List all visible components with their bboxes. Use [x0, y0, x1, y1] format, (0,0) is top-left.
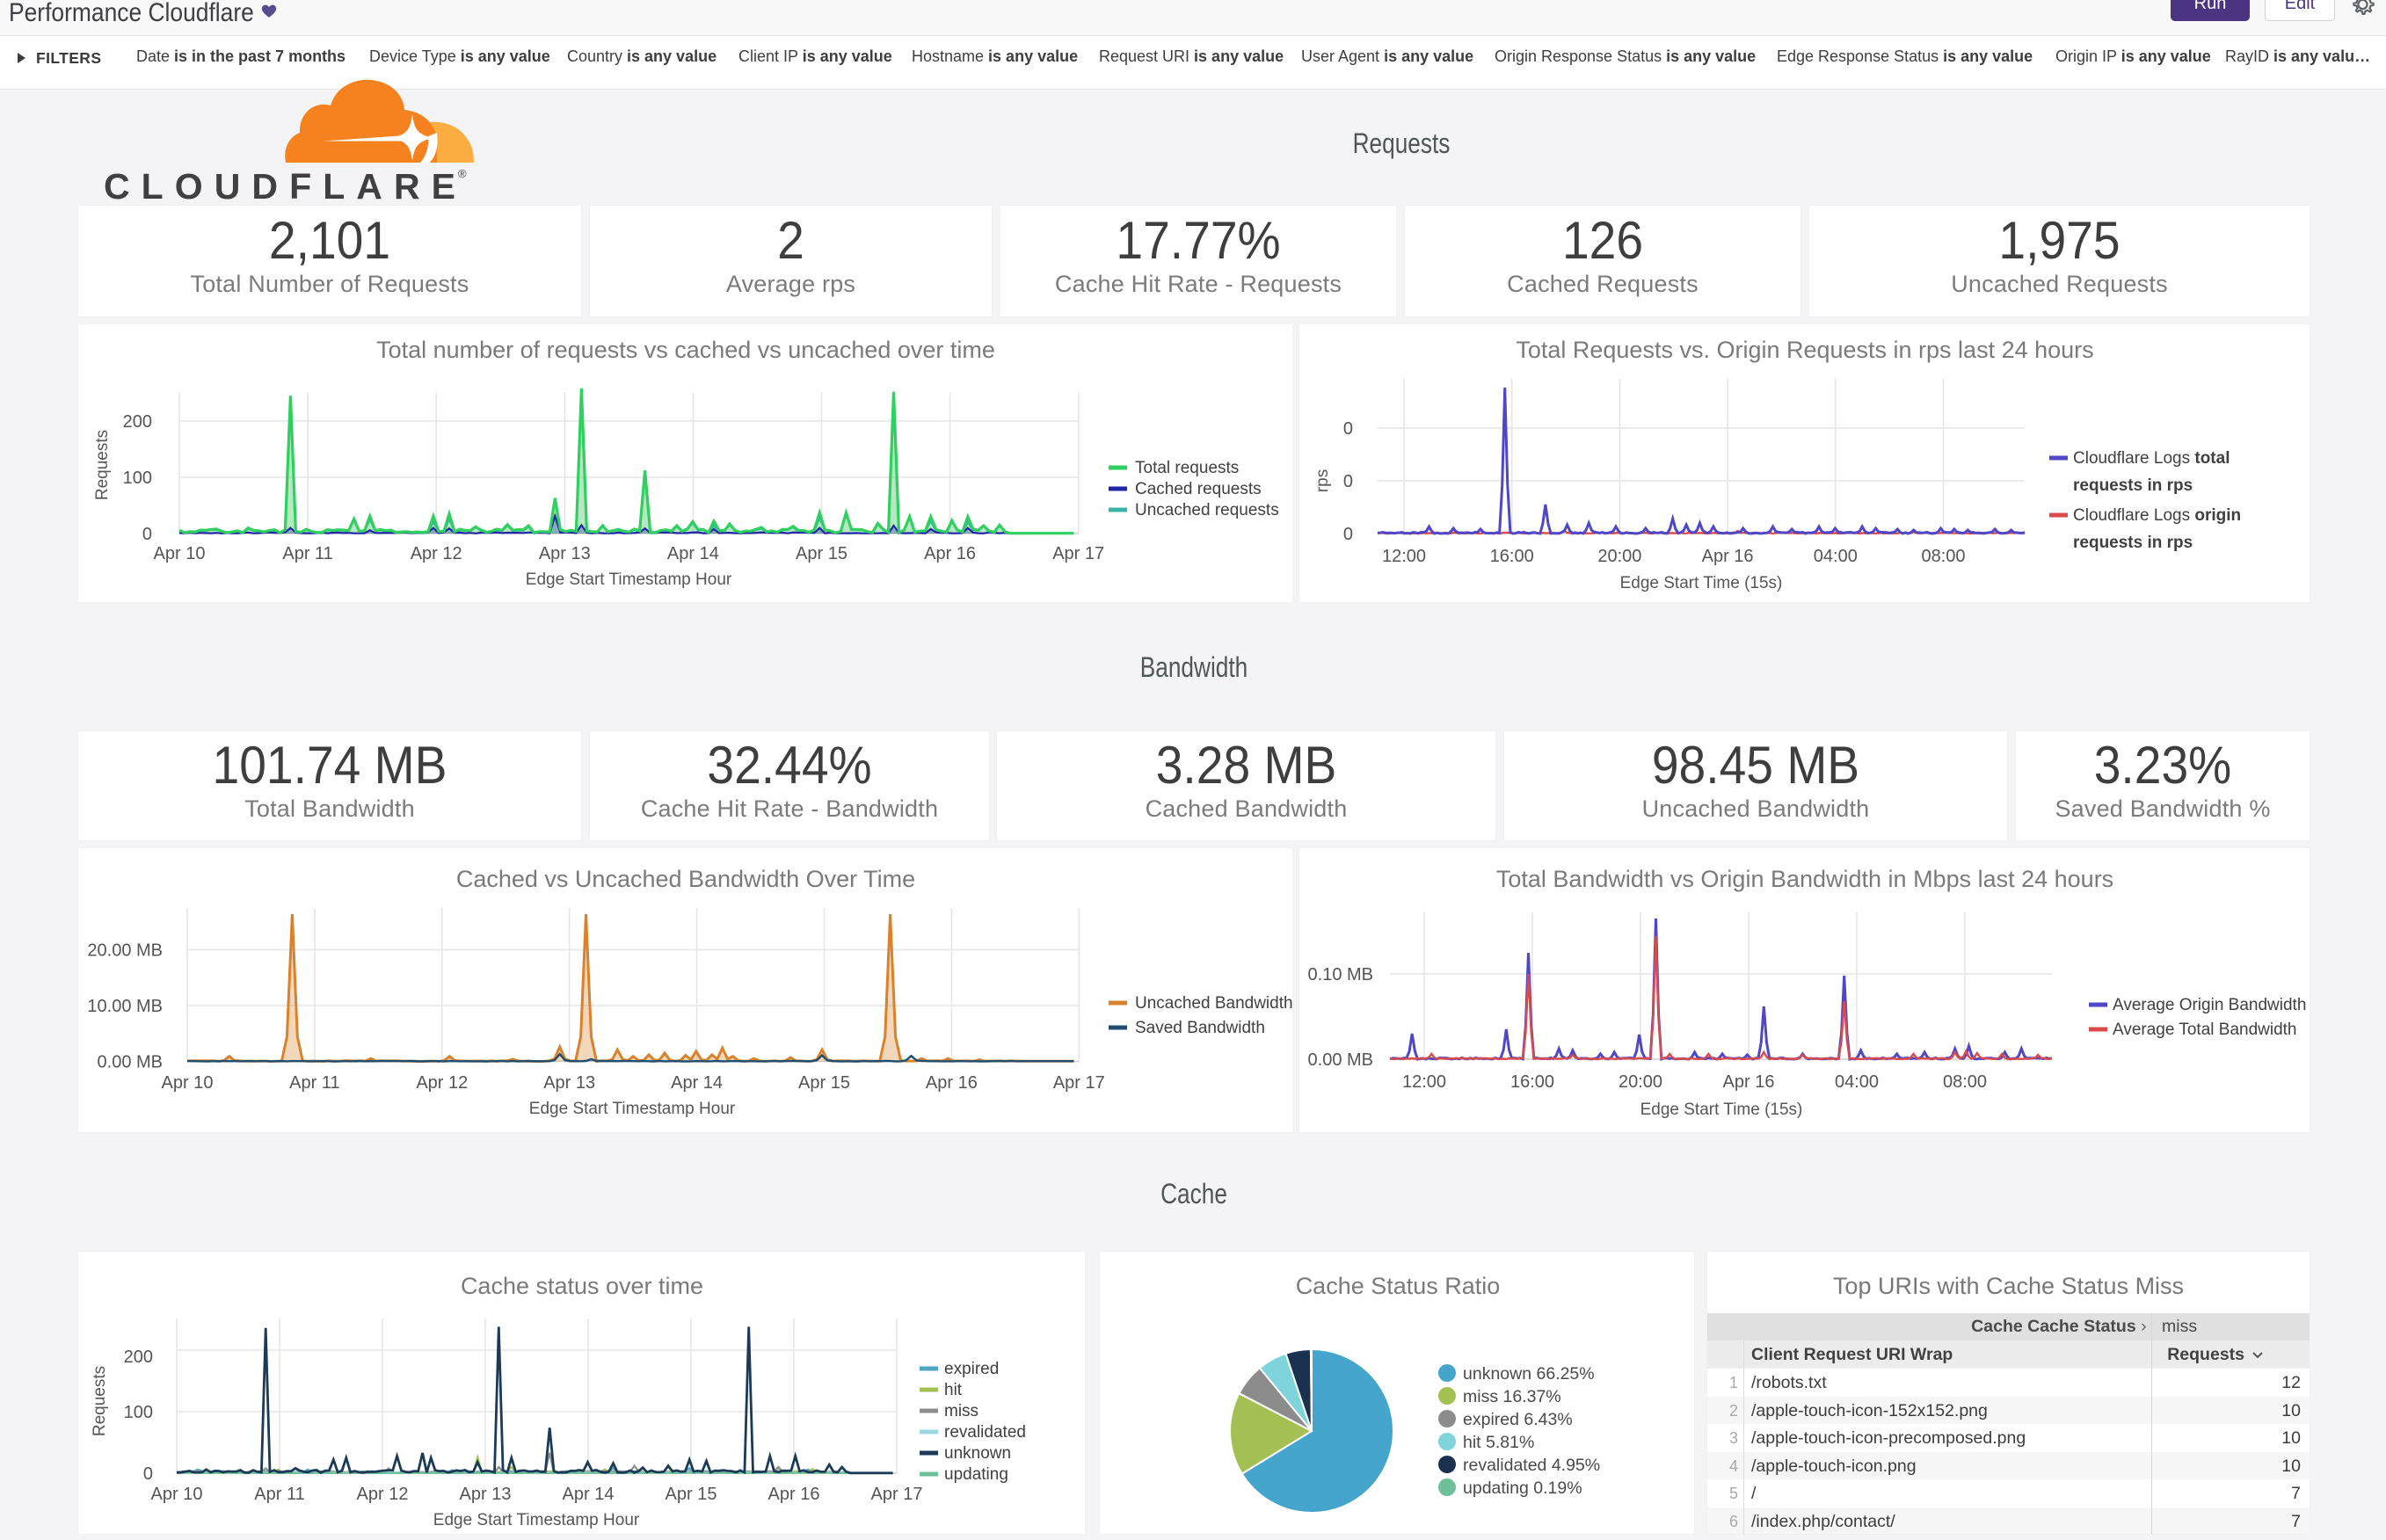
svg-text:100: 100 [123, 469, 152, 488]
svg-text:Edge Start Timestamp Hour: Edge Start Timestamp Hour [529, 1100, 736, 1118]
svg-text:Average Total Bandwidth: Average Total Bandwidth [2113, 1021, 2297, 1039]
svg-text:updating 0.19%: updating 0.19% [1463, 1478, 1582, 1498]
svg-text:unknown: unknown [944, 1444, 1011, 1463]
svg-text:Apr 12: Apr 12 [357, 1485, 409, 1504]
svg-text:Uncached Bandwidth: Uncached Bandwidth [1135, 994, 1293, 1013]
svg-text:04:00: 04:00 [1814, 547, 1858, 566]
svg-text:10.00 MB: 10.00 MB [87, 997, 163, 1016]
svg-text:200: 200 [123, 412, 152, 432]
svg-text:Cloudflare Logs origin: Cloudflare Logs origin [2073, 506, 2241, 525]
svg-text:Apr 15: Apr 15 [798, 1073, 850, 1093]
svg-text:Total requests: Total requests [1135, 459, 1239, 477]
svg-text:0: 0 [143, 1464, 153, 1484]
svg-text:Uncached requests: Uncached requests [1135, 501, 1279, 519]
svg-text:16:00: 16:00 [1510, 1072, 1554, 1092]
svg-text:Apr 10: Apr 10 [162, 1073, 214, 1093]
svg-text:Apr 11: Apr 11 [289, 1073, 339, 1093]
svg-text:Apr 16: Apr 16 [1702, 547, 1754, 566]
svg-text:200: 200 [124, 1348, 153, 1367]
svg-text:Saved Bandwidth: Saved Bandwidth [1135, 1019, 1265, 1037]
svg-text:requests in rps: requests in rps [2073, 476, 2193, 495]
svg-text:0: 0 [1343, 419, 1353, 439]
svg-text:Cache status over time: Cache status over time [461, 1273, 703, 1299]
svg-text:Cached requests: Cached requests [1135, 480, 1262, 498]
svg-text:08:00: 08:00 [1943, 1072, 1987, 1092]
svg-text:CLOUDFLARE: CLOUDFLARE [104, 166, 455, 207]
svg-text:®: ® [458, 167, 467, 180]
svg-text:0.00 MB: 0.00 MB [1308, 1050, 1373, 1070]
svg-text:Apr 16: Apr 16 [1723, 1072, 1775, 1092]
svg-text:16:00: 16:00 [1490, 547, 1534, 566]
svg-text:revalidated: revalidated [944, 1423, 1026, 1442]
svg-text:Edge Start Time (15s): Edge Start Time (15s) [1640, 1101, 1803, 1119]
svg-text:Apr 16: Apr 16 [768, 1485, 820, 1504]
svg-text:12:00: 12:00 [1402, 1072, 1446, 1092]
svg-text:Apr 15: Apr 15 [666, 1485, 717, 1504]
svg-text:unknown 66.25%: unknown 66.25% [1463, 1364, 1595, 1384]
svg-text:Apr 11: Apr 11 [282, 544, 332, 563]
svg-text:Total Bandwidth vs Origin Band: Total Bandwidth vs Origin Bandwidth in M… [1496, 866, 2113, 892]
svg-text:Apr 10: Apr 10 [151, 1485, 203, 1504]
svg-text:Apr 12: Apr 12 [416, 1073, 468, 1093]
svg-text:Apr 13: Apr 13 [543, 1073, 595, 1093]
svg-text:Apr 11: Apr 11 [254, 1485, 304, 1504]
svg-text:0: 0 [1343, 525, 1353, 544]
svg-text:expired: expired [944, 1360, 999, 1378]
svg-text:Cloudflare Logs total: Cloudflare Logs total [2073, 449, 2230, 468]
svg-text:Requests: Requests [91, 1366, 109, 1436]
svg-text:hit: hit [944, 1381, 963, 1399]
svg-text:Apr 14: Apr 14 [671, 1073, 723, 1093]
svg-text:20:00: 20:00 [1619, 1072, 1662, 1092]
svg-text:Edge Start Timestamp Hour: Edge Start Timestamp Hour [526, 570, 732, 589]
svg-text:Cache Status Ratio: Cache Status Ratio [1296, 1273, 1501, 1299]
svg-text:Apr 13: Apr 13 [460, 1485, 512, 1504]
svg-text:Apr 14: Apr 14 [667, 544, 719, 563]
svg-text:0: 0 [1343, 472, 1353, 491]
svg-text:08:00: 08:00 [1921, 547, 1965, 566]
svg-text:Edge Start Time (15s): Edge Start Time (15s) [1620, 574, 1783, 592]
svg-text:0.00 MB: 0.00 MB [98, 1053, 163, 1072]
svg-text:Cached vs Uncached Bandwidth O: Cached vs Uncached Bandwidth Over Time [456, 866, 915, 892]
svg-text:Apr 17: Apr 17 [871, 1485, 923, 1504]
svg-text:Apr 16: Apr 16 [926, 1073, 978, 1093]
svg-text:100: 100 [124, 1403, 153, 1422]
svg-text:Apr 10: Apr 10 [154, 544, 206, 563]
svg-text:20.00 MB: 20.00 MB [87, 941, 163, 961]
svg-text:expired 6.43%: expired 6.43% [1463, 1410, 1573, 1429]
svg-text:Average Origin Bandwidth: Average Origin Bandwidth [2113, 996, 2306, 1014]
svg-text:0: 0 [142, 525, 152, 544]
svg-text:Apr 14: Apr 14 [563, 1485, 615, 1504]
svg-text:requests in rps: requests in rps [2073, 534, 2193, 552]
svg-text:Apr 13: Apr 13 [539, 544, 591, 563]
svg-text:Apr 12: Apr 12 [411, 544, 462, 563]
svg-text:miss 16.37%: miss 16.37% [1463, 1387, 1561, 1406]
svg-text:20:00: 20:00 [1597, 547, 1641, 566]
svg-text:Edge Start Timestamp Hour: Edge Start Timestamp Hour [433, 1511, 640, 1529]
svg-text:rps: rps [1313, 469, 1332, 492]
svg-text:Requests: Requests [93, 430, 112, 500]
svg-text:Apr 16: Apr 16 [924, 544, 976, 563]
svg-text:updating: updating [944, 1465, 1008, 1484]
svg-text:04:00: 04:00 [1835, 1072, 1879, 1092]
svg-text:revalidated 4.95%: revalidated 4.95% [1463, 1456, 1600, 1475]
svg-text:Total number of requests vs ca: Total number of requests vs cached vs un… [376, 337, 995, 363]
svg-text:Total Requests vs. Origin Requ: Total Requests vs. Origin Requests in rp… [1516, 337, 2093, 363]
svg-text:miss: miss [944, 1402, 978, 1420]
svg-text:Apr 17: Apr 17 [1052, 544, 1104, 563]
svg-text:Apr 17: Apr 17 [1053, 1073, 1105, 1093]
svg-text:12:00: 12:00 [1382, 547, 1426, 566]
svg-text:hit 5.81%: hit 5.81% [1463, 1433, 1534, 1452]
svg-text:0.10 MB: 0.10 MB [1308, 965, 1373, 984]
svg-text:Apr 15: Apr 15 [796, 544, 847, 563]
